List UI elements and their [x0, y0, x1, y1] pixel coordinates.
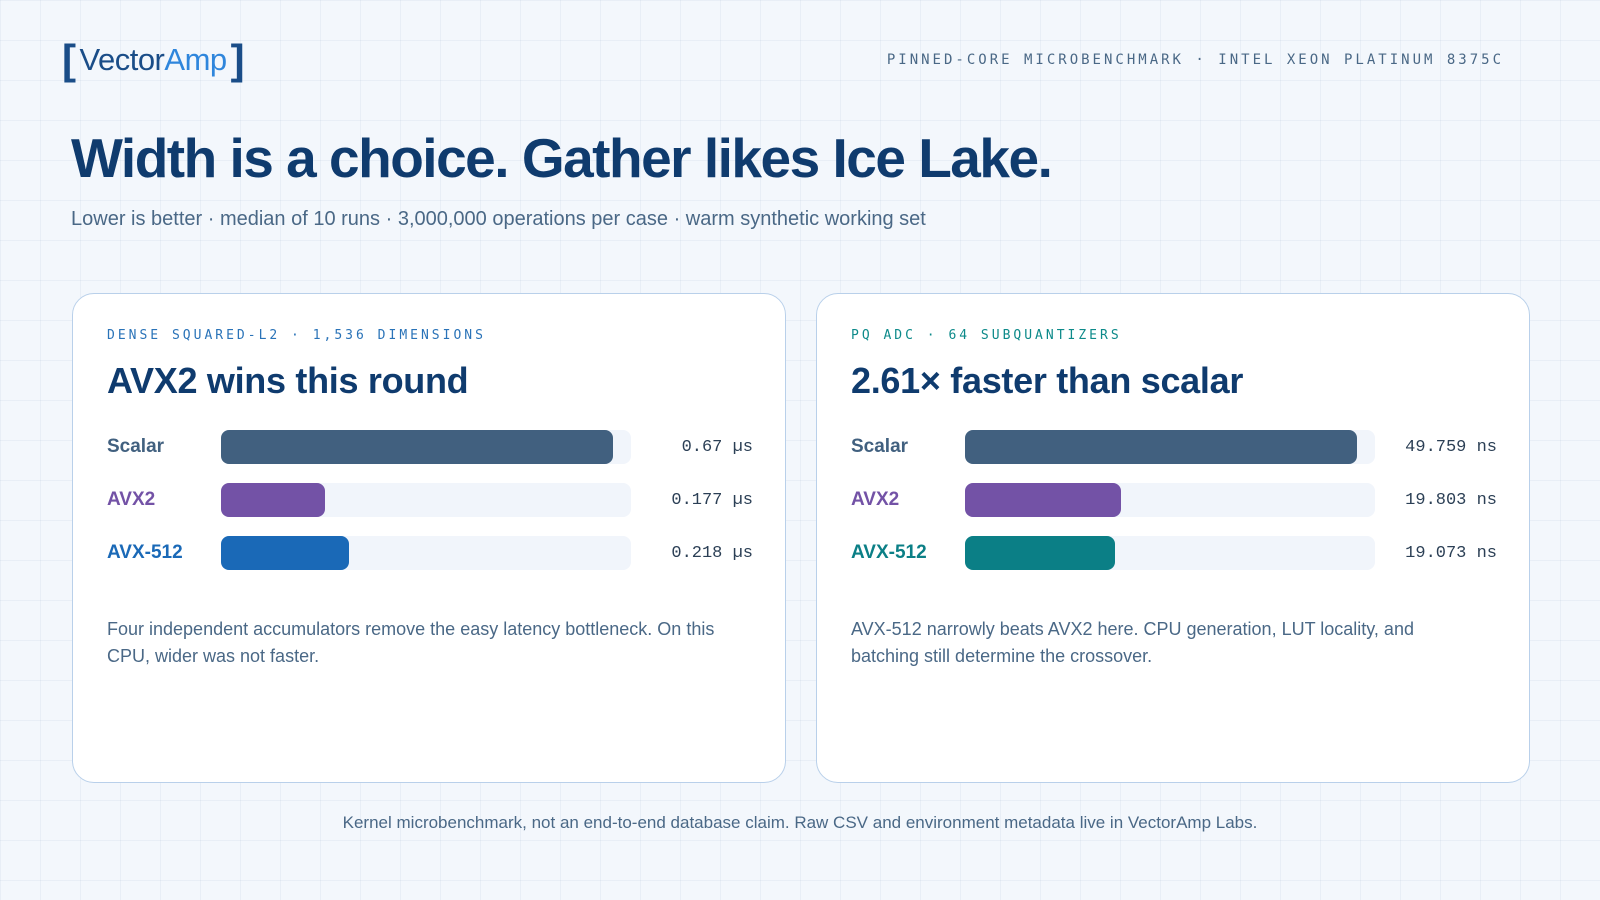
logo-name-vector: Vector [79, 42, 165, 77]
panel-note: AVX-512 narrowly beats AVX2 here. CPU ge… [851, 619, 1414, 666]
header: [ Vector Amp ] PINNED-CORE MICROBENCHMAR… [62, 38, 1504, 82]
vectoramp-logo[interactable]: [ Vector Amp ] [62, 36, 245, 83]
bar-label-avx2: AVX2 [107, 489, 156, 510]
panel-note: Four independent accumulators remove the… [107, 619, 715, 666]
bar-value-avx2: 19.803 ns [1405, 490, 1497, 510]
bar-row-scalar: Scalar 49.759 ns [851, 430, 1497, 464]
panel-eyebrow: PQ ADC · 64 SUBQUANTIZERS [851, 328, 1122, 343]
footer-disclaimer: Kernel microbenchmark, not an end-to-end… [342, 813, 1258, 832]
logo-bracket-open: [ [62, 36, 76, 83]
bar-scalar [965, 430, 1358, 464]
bar-row-avx2: AVX2 19.803 ns [851, 483, 1497, 517]
bar-chart: Scalar 0.67 µs AVX2 0.177 µs AVX-512 0.2… [107, 430, 753, 589]
panel-title: 2.61× faster than scalar [851, 360, 1244, 401]
panel-title: AVX2 wins this round [107, 360, 469, 401]
page-subtitle: Lower is better · median of 10 runs · 3,… [71, 208, 926, 230]
bar-row-avx2: AVX2 0.177 µs [107, 483, 753, 517]
bar-avx512 [965, 536, 1116, 570]
bar-track [965, 483, 1375, 517]
benchmark-meta: PINNED-CORE MICROBENCHMARK · INTEL XEON … [886, 52, 1504, 68]
page-headline: Width is a choice. Gather likes Ice Lake… [71, 127, 1053, 189]
bar-label-scalar: Scalar [851, 436, 909, 457]
bar-row-avx512: AVX-512 19.073 ns [851, 536, 1497, 570]
bar-row-scalar: Scalar 0.67 µs [107, 430, 753, 464]
bar-row-avx512: AVX-512 0.218 µs [107, 536, 753, 570]
pq-adc-panel: PQ ADC · 64 SUBQUANTIZERS 2.61× faster t… [816, 293, 1530, 783]
bar-scalar [221, 430, 614, 464]
logo-name-amp: Amp [164, 42, 227, 77]
bar-track [965, 536, 1375, 570]
bar-value-scalar: 0.67 µs [681, 437, 753, 457]
panel-eyebrow: DENSE SQUARED-L2 · 1,536 DIMENSIONS [107, 328, 486, 343]
bar-value-avx512: 19.073 ns [1405, 543, 1497, 563]
bar-track [221, 536, 631, 570]
bar-chart: Scalar 49.759 ns AVX2 19.803 ns AVX-512 … [851, 430, 1497, 589]
bar-avx2 [221, 483, 325, 517]
bar-value-scalar: 49.759 ns [1405, 437, 1497, 457]
logo-bracket-close: ] [230, 36, 245, 83]
dense-l2-panel: DENSE SQUARED-L2 · 1,536 DIMENSIONS AVX2… [72, 293, 786, 783]
bar-value-avx2: 0.177 µs [671, 490, 753, 510]
bar-avx512 [221, 536, 349, 570]
bar-label-avx2: AVX2 [851, 489, 900, 510]
bar-label-avx512: AVX-512 [851, 542, 927, 563]
bar-track [221, 430, 631, 464]
bar-avx2 [965, 483, 1122, 517]
bar-label-scalar: Scalar [107, 436, 165, 457]
bar-label-avx512: AVX-512 [107, 542, 183, 563]
bar-value-avx512: 0.218 µs [671, 543, 753, 563]
bar-track [965, 430, 1375, 464]
bar-track [221, 483, 631, 517]
